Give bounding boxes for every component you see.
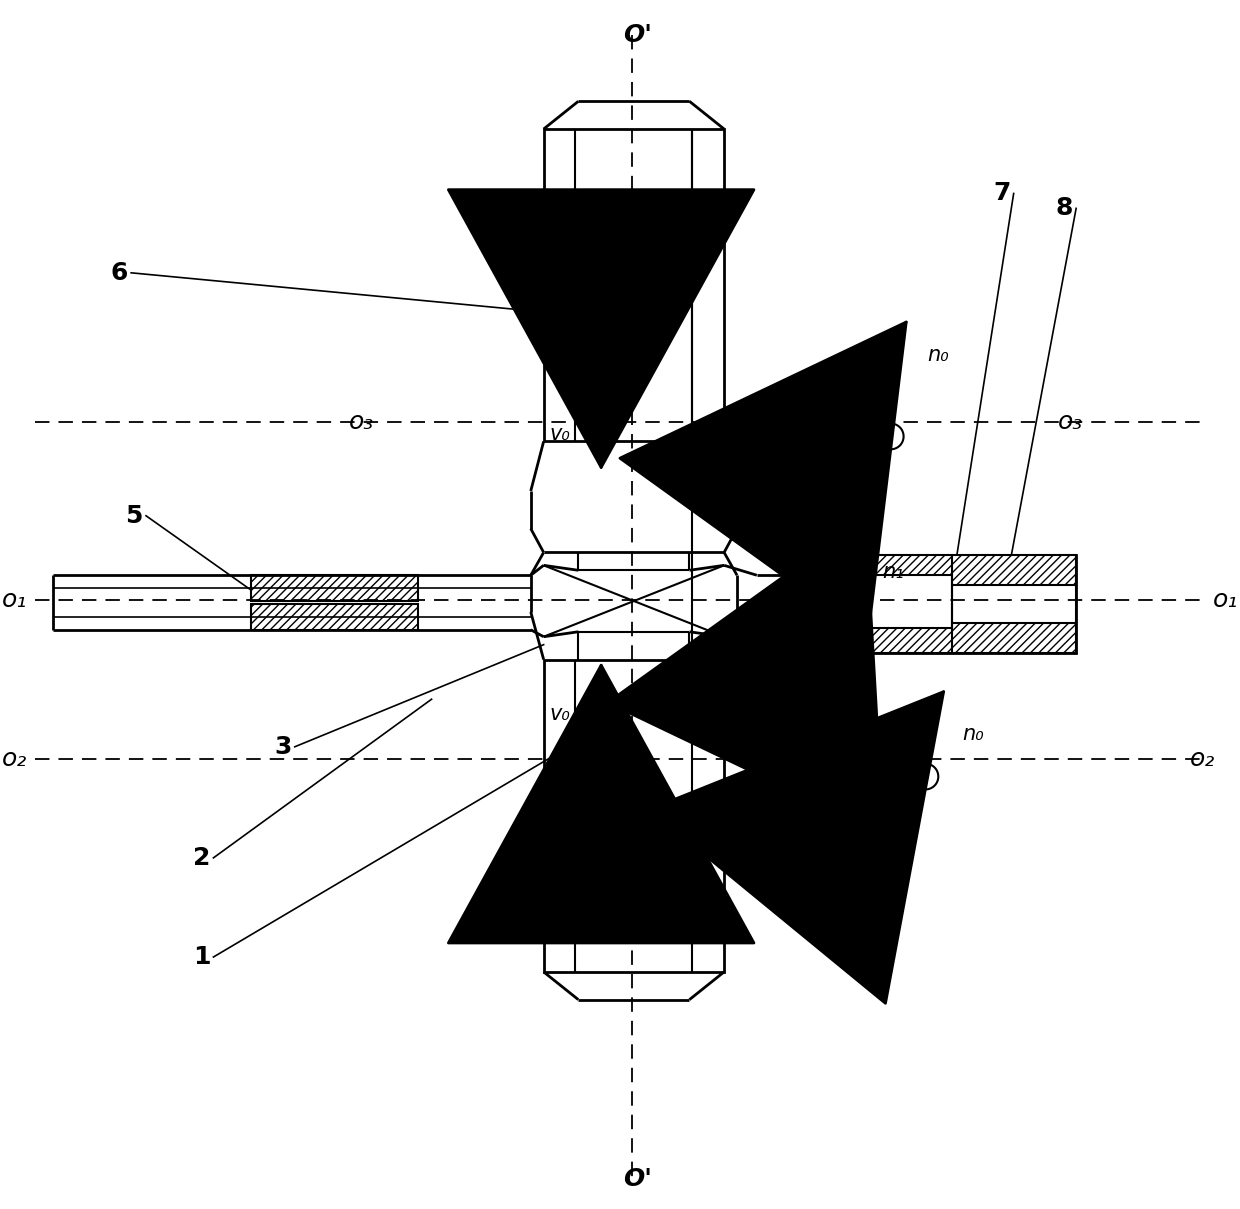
Text: 5: 5 <box>125 504 143 528</box>
Bar <box>836 555 1076 653</box>
Bar <box>836 623 1076 653</box>
Text: n₁: n₁ <box>882 562 904 583</box>
Text: 7: 7 <box>993 181 1011 206</box>
Bar <box>836 555 1076 585</box>
Bar <box>252 575 418 601</box>
Bar <box>543 129 724 441</box>
Text: o₁: o₁ <box>1 588 27 612</box>
Text: n₀: n₀ <box>928 345 949 365</box>
Text: 6: 6 <box>110 261 128 285</box>
Bar <box>252 604 418 630</box>
Text: o₃: o₃ <box>348 410 374 434</box>
Text: o₁: o₁ <box>1213 588 1239 612</box>
Text: 8: 8 <box>1055 196 1073 220</box>
Text: o₃: o₃ <box>1058 410 1084 434</box>
Text: n₀: n₀ <box>962 724 983 744</box>
Bar <box>868 575 952 627</box>
Text: O': O' <box>624 23 652 47</box>
Text: o₂: o₂ <box>1190 747 1215 770</box>
Text: 2: 2 <box>193 846 211 869</box>
Text: O': O' <box>624 1167 652 1191</box>
Text: v₀: v₀ <box>549 424 570 445</box>
Text: 1: 1 <box>192 945 211 968</box>
Bar <box>543 660 724 972</box>
Text: v₀: v₀ <box>549 704 570 724</box>
Text: 3: 3 <box>274 735 291 759</box>
Text: o₂: o₂ <box>1 747 27 770</box>
